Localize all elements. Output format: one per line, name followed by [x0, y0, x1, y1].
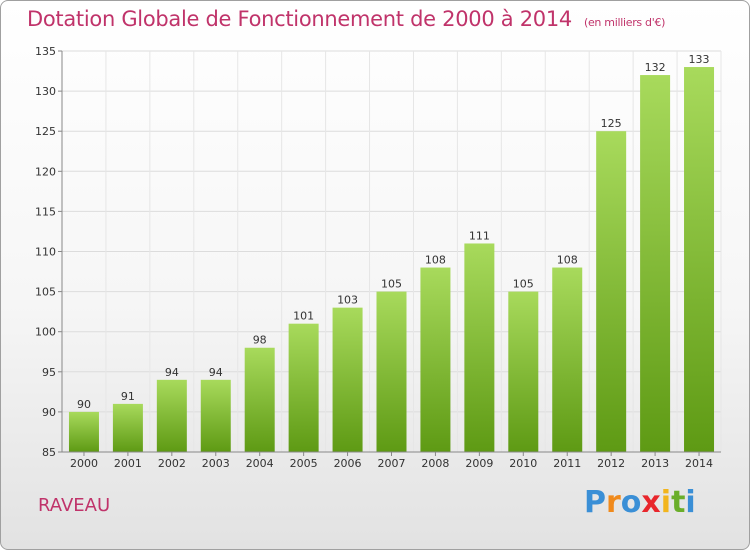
data-label: 91 — [121, 390, 135, 403]
y-tick-label: 105 — [35, 286, 56, 299]
bar — [508, 291, 539, 452]
data-label: 125 — [601, 117, 622, 130]
x-tick-label: 2009 — [465, 457, 493, 470]
data-label: 94 — [165, 366, 179, 379]
data-label: 98 — [253, 334, 267, 347]
bar — [552, 267, 583, 452]
data-label: 103 — [337, 294, 358, 307]
logo-letter: i — [660, 485, 672, 520]
data-label: 108 — [557, 254, 578, 267]
axis-layer: 85 90 95 100 105 110 115 120 125 130 135 2000 2001 20… — [35, 45, 721, 470]
x-tick-label: 2004 — [246, 457, 274, 470]
y-tick-label: 115 — [35, 205, 56, 218]
data-label: 105 — [381, 278, 402, 291]
y-tick-label: 100 — [35, 326, 56, 339]
x-tick-label: 2012 — [597, 457, 625, 470]
x-tick-label: 2006 — [334, 457, 362, 470]
bars-layer — [68, 67, 715, 452]
y-tick-label: 130 — [35, 85, 56, 98]
data-label: 108 — [425, 254, 446, 267]
y-tick-label: 125 — [35, 125, 56, 138]
logo-letter: t — [671, 485, 686, 520]
logo-letter: o — [620, 485, 642, 520]
logo-letter: P — [584, 485, 606, 520]
data-label: 90 — [77, 398, 91, 411]
bar — [156, 379, 187, 452]
labels-layer: 90 91 94 94 98 101 103 105 108 111 105 108 125 132 133 — [77, 53, 710, 411]
x-tick-label: 2007 — [378, 457, 406, 470]
x-tick-label: 2010 — [509, 457, 537, 470]
proxiti-logo[interactable]: Proxiti — [584, 485, 696, 520]
chart-title: Dotation Globale de Fonctionnement de 20… — [27, 7, 665, 31]
data-label: 101 — [293, 310, 314, 323]
data-label: 132 — [645, 61, 666, 74]
bar — [200, 379, 231, 452]
logo-letter: i — [685, 485, 696, 520]
bar — [684, 67, 715, 452]
data-label: 105 — [513, 278, 534, 291]
x-tick-label: 2000 — [70, 457, 98, 470]
x-tick-label: 2001 — [114, 457, 142, 470]
x-tick-label: 2002 — [158, 457, 186, 470]
y-tick-label: 110 — [35, 246, 56, 259]
bar — [420, 267, 451, 452]
x-tick-label: 2011 — [553, 457, 581, 470]
y-tick-label: 95 — [42, 366, 56, 379]
bar — [332, 307, 363, 452]
data-label: 111 — [469, 229, 490, 242]
x-tick-label: 2008 — [421, 457, 449, 470]
bar — [288, 323, 319, 452]
x-tick-label: 2003 — [202, 457, 230, 470]
x-tick-label: 2013 — [641, 457, 669, 470]
bar — [464, 243, 495, 452]
y-tick-label: 120 — [35, 165, 56, 178]
data-label: 133 — [689, 53, 710, 66]
logo-letter: r — [606, 485, 621, 520]
chart-title-text: Dotation Globale de Fonctionnement de 20… — [27, 7, 572, 31]
y-tick-label: 85 — [42, 446, 56, 459]
x-tick-label: 2005 — [290, 457, 318, 470]
bar — [112, 403, 143, 452]
bar — [376, 291, 407, 452]
data-label: 94 — [209, 366, 223, 379]
bar — [244, 347, 275, 452]
logo-letter: x — [641, 485, 661, 520]
y-tick-label: 135 — [35, 45, 56, 58]
bar — [640, 75, 671, 452]
commune-name: RAVEAU — [38, 495, 111, 516]
x-tick-label: 2014 — [685, 457, 713, 470]
y-tick-label: 90 — [42, 406, 56, 419]
bar — [68, 411, 99, 452]
bar — [596, 131, 627, 452]
chart-subtitle: (en milliers d'€) — [583, 16, 666, 29]
